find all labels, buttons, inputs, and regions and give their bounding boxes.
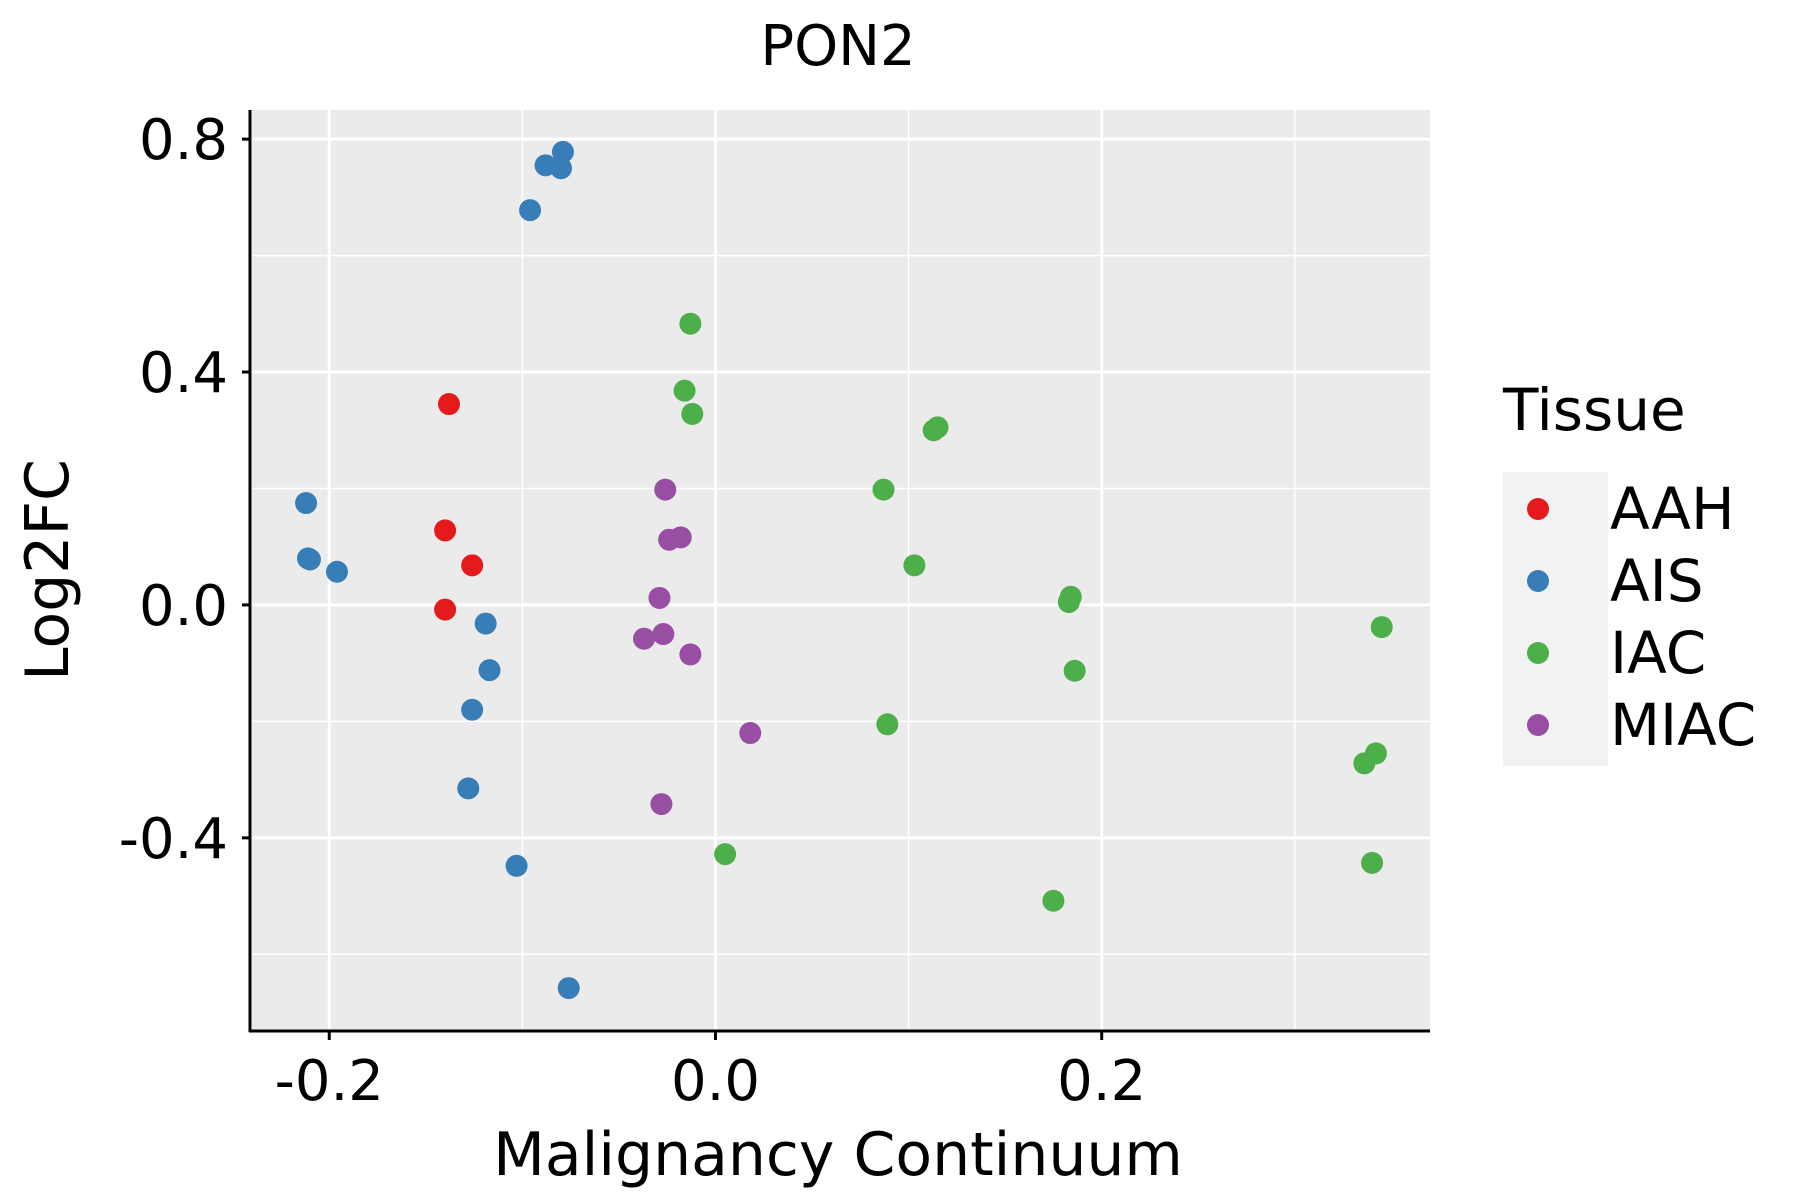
point-miac xyxy=(654,478,677,501)
point-iac xyxy=(1361,851,1384,874)
point-iac xyxy=(1042,889,1065,912)
chart-title: PON2 xyxy=(760,14,915,79)
point-miac xyxy=(633,627,656,650)
y-tick-label: -0.4 xyxy=(119,807,228,872)
point-ais xyxy=(474,612,497,635)
point-ais xyxy=(478,659,501,682)
point-aah xyxy=(461,554,484,577)
legend-key-miac xyxy=(1527,714,1549,736)
point-miac xyxy=(679,643,702,666)
legend-label-ais: AIS xyxy=(1610,547,1704,615)
x-tick-label: 0.2 xyxy=(1057,1049,1146,1114)
point-miac xyxy=(650,793,673,816)
legend-label-miac: MIAC xyxy=(1610,691,1756,759)
y-tick-label: 0.4 xyxy=(139,341,228,406)
minor-gridlines xyxy=(252,110,1430,1030)
point-ais xyxy=(557,977,580,1000)
point-ais xyxy=(298,548,321,571)
y-tick-label: 0.0 xyxy=(139,574,228,639)
legend-title: Tissue xyxy=(1502,376,1686,444)
point-iac xyxy=(714,843,737,866)
point-iac xyxy=(876,713,899,736)
legend-label-aah: AAH xyxy=(1610,475,1735,543)
legend-key-background xyxy=(1503,472,1608,766)
point-miac xyxy=(669,526,692,549)
point-ais xyxy=(505,854,528,877)
point-iac xyxy=(681,402,704,425)
point-aah xyxy=(434,519,457,542)
point-iac xyxy=(903,554,926,577)
legend-key-ais xyxy=(1527,570,1549,592)
point-iac xyxy=(1370,616,1393,639)
point-ais xyxy=(551,140,574,163)
x-tick-label: 0.0 xyxy=(671,1049,760,1114)
legend-label-iac: IAC xyxy=(1610,619,1706,687)
plot-panel xyxy=(252,110,1430,1030)
point-iac xyxy=(679,312,702,335)
x-tick-label: -0.2 xyxy=(275,1049,384,1114)
point-ais xyxy=(295,492,318,515)
legend-key-iac xyxy=(1527,642,1549,664)
point-miac xyxy=(739,722,762,745)
point-iac xyxy=(1063,659,1086,682)
point-iac xyxy=(926,416,949,439)
point-iac xyxy=(1057,591,1080,614)
point-ais xyxy=(519,199,542,222)
point-ais xyxy=(461,698,484,721)
point-iac xyxy=(1353,752,1376,775)
point-ais xyxy=(325,560,348,583)
data-points xyxy=(295,140,1393,1000)
y-axis-ticks: -0.4 0.0 0.4 0.8 xyxy=(119,108,250,872)
point-iac xyxy=(872,478,895,501)
y-tick-label: 0.8 xyxy=(139,108,228,173)
point-aah xyxy=(434,598,457,621)
point-miac xyxy=(648,586,671,609)
point-ais xyxy=(457,777,480,800)
y-axis-label: Log2FC xyxy=(13,459,83,681)
x-axis-ticks: -0.2 0.0 0.2 xyxy=(275,1031,1146,1114)
point-aah xyxy=(437,393,460,416)
x-axis-label: Malignancy Continuum xyxy=(493,1120,1183,1190)
point-iac xyxy=(673,379,696,402)
point-miac xyxy=(652,623,675,646)
legend-key-aah xyxy=(1527,498,1549,520)
point-ais xyxy=(549,157,572,180)
